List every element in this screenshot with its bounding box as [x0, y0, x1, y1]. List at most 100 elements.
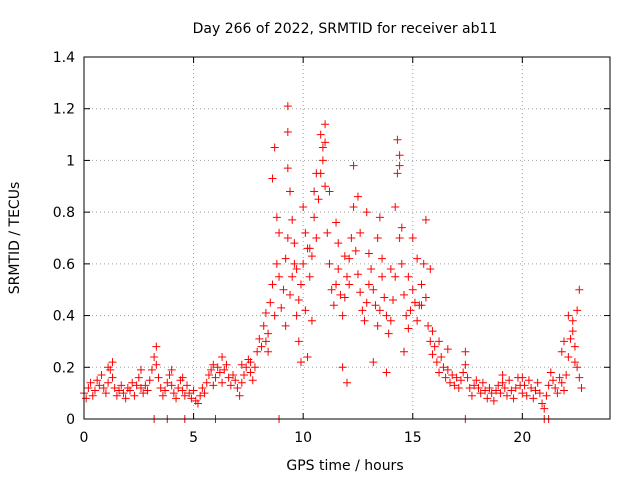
data-point — [290, 239, 299, 248]
data-point — [518, 373, 527, 382]
data-point — [150, 352, 159, 361]
data-point — [334, 265, 343, 274]
data-point — [156, 383, 165, 392]
data-point — [110, 383, 119, 392]
data-point — [275, 272, 284, 281]
data-point — [568, 327, 577, 336]
data-point — [233, 383, 242, 392]
data-point — [261, 337, 270, 346]
data-point — [527, 383, 536, 392]
data-point — [467, 391, 476, 400]
data-point — [509, 394, 518, 403]
data-point — [369, 358, 378, 367]
data-point — [343, 378, 351, 387]
data-point — [318, 156, 327, 165]
data-point — [279, 285, 288, 294]
data-point — [549, 376, 558, 385]
x-tick-label: 0 — [80, 430, 89, 446]
data-point — [299, 259, 308, 268]
data-point — [161, 386, 170, 395]
data-point — [283, 102, 292, 111]
data-point — [215, 368, 224, 377]
data-point — [321, 120, 330, 129]
grid-lines — [84, 57, 610, 419]
data-point — [261, 308, 270, 317]
data-point — [349, 202, 358, 211]
data-point — [275, 228, 284, 237]
data-point — [101, 389, 110, 398]
data-point — [121, 394, 130, 403]
data-point — [237, 360, 246, 369]
data-point — [303, 352, 312, 361]
data-point — [395, 161, 404, 170]
data-point — [380, 293, 389, 302]
data-point — [577, 383, 586, 392]
data-point — [353, 192, 362, 201]
data-point — [307, 252, 316, 261]
data-point — [187, 394, 196, 403]
x-tick-label: 5 — [189, 430, 198, 446]
data-point — [371, 301, 380, 310]
data-point — [439, 363, 448, 372]
y-tick-label: 0.8 — [53, 205, 75, 221]
y-tick-label: 1.2 — [53, 102, 75, 118]
data-point — [235, 391, 244, 400]
data-point — [266, 298, 275, 307]
data-point — [163, 378, 172, 387]
data-point — [242, 363, 251, 372]
data-point — [257, 342, 266, 351]
data-point — [97, 371, 106, 380]
data-point — [255, 334, 264, 343]
data-point — [478, 378, 487, 387]
data-point — [294, 337, 303, 346]
data-point — [288, 272, 297, 281]
data-point — [218, 378, 227, 387]
data-point — [557, 347, 566, 356]
data-point — [178, 386, 187, 395]
data-point — [325, 259, 334, 268]
data-point — [277, 303, 286, 312]
data-point — [570, 358, 579, 367]
data-point — [296, 358, 305, 367]
data-point — [115, 386, 124, 395]
data-point — [301, 306, 310, 315]
data-point — [358, 306, 367, 315]
data-point — [496, 389, 505, 398]
data-point — [375, 306, 384, 315]
data-point — [283, 234, 292, 242]
data-point — [220, 365, 229, 374]
data-point — [386, 316, 395, 325]
data-point — [130, 391, 139, 400]
data-point — [329, 301, 338, 310]
data-point — [557, 378, 566, 387]
data-point — [437, 352, 446, 361]
data-point — [494, 381, 503, 390]
y-tick-label: 0.6 — [53, 257, 75, 273]
data-point — [237, 378, 246, 387]
data-point — [362, 298, 371, 307]
data-point — [167, 381, 176, 390]
data-point — [226, 381, 235, 390]
data-point — [404, 272, 413, 281]
data-point — [305, 244, 314, 253]
data-point — [430, 342, 439, 351]
x-tick-label: 10 — [294, 430, 312, 446]
data-point — [310, 213, 319, 222]
data-point — [375, 213, 384, 222]
data-point — [325, 187, 334, 196]
data-point — [533, 378, 542, 387]
data-point — [264, 347, 273, 356]
data-point — [292, 311, 301, 320]
data-point — [472, 376, 481, 385]
data-point — [340, 252, 349, 261]
data-point — [364, 249, 373, 258]
data-point — [542, 391, 551, 400]
data-point — [283, 164, 292, 173]
data-point — [413, 254, 422, 263]
data-point — [336, 290, 345, 299]
data-point — [196, 391, 205, 400]
data-point — [428, 350, 437, 359]
data-point — [88, 391, 97, 400]
data-point — [119, 389, 128, 398]
data-point — [382, 311, 391, 320]
